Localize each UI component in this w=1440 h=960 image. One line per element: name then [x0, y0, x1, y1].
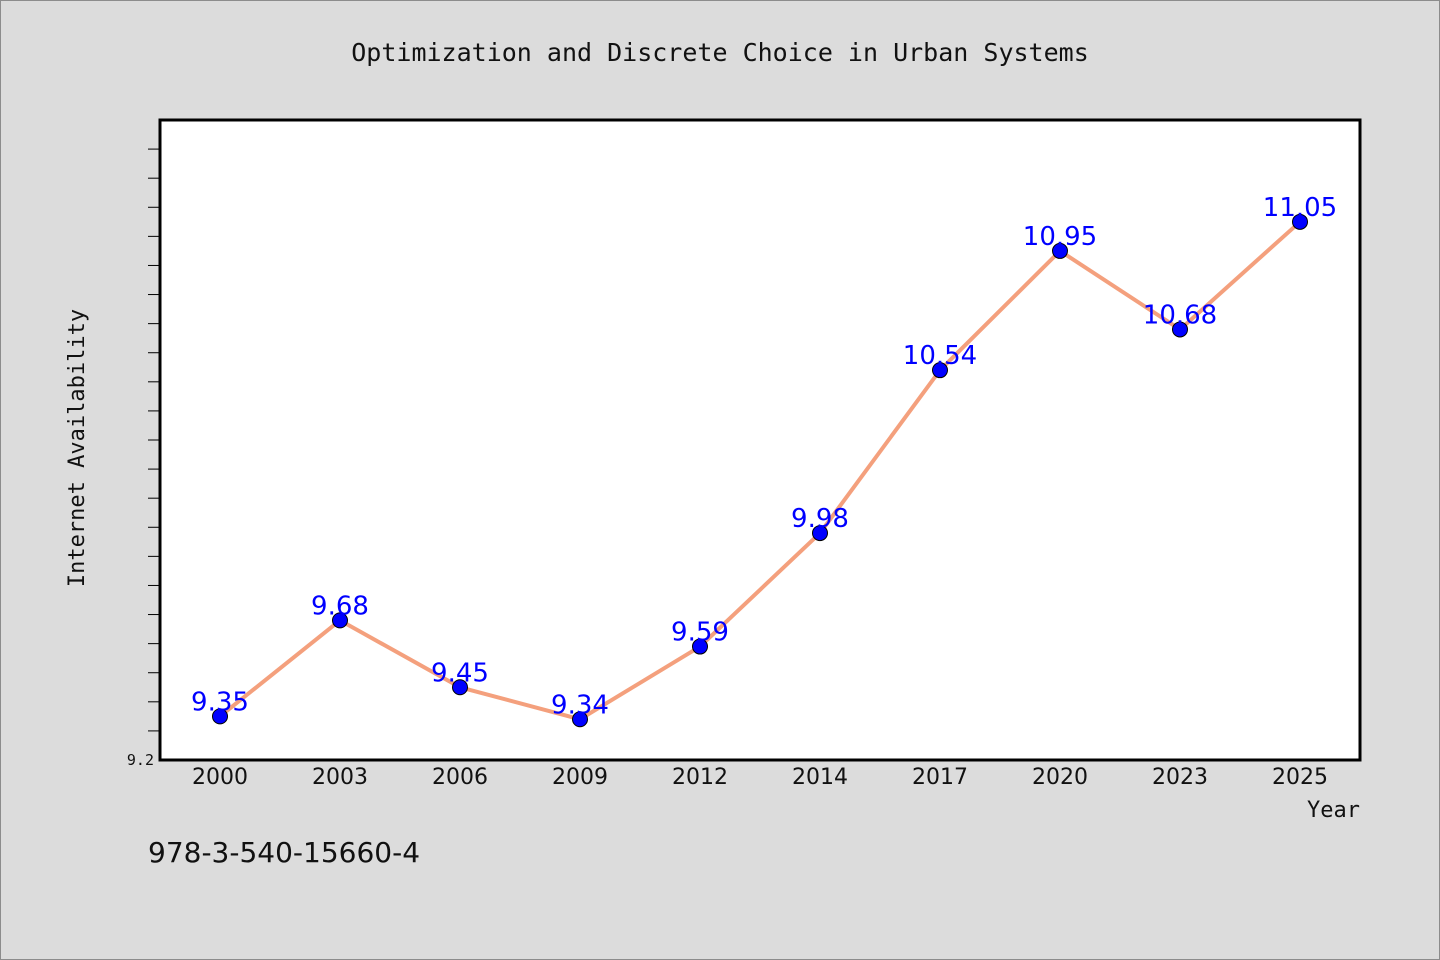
series-markers — [212, 213, 1308, 728]
data-point-marker — [452, 679, 468, 696]
data-point-marker — [572, 711, 588, 728]
data-label: 9.59 — [671, 618, 729, 648]
x-tick-label: 2023 — [1152, 765, 1208, 790]
data-point-marker — [692, 638, 708, 655]
data-label: 9.34 — [551, 690, 609, 720]
data-label: 9.35 — [191, 687, 249, 717]
y-axis-label: Internet Availability — [65, 309, 90, 587]
x-tick-label: 2003 — [312, 765, 368, 790]
y-axis-ticks: 9.2 — [127, 148, 160, 769]
data-point-marker — [1292, 213, 1308, 230]
x-tick-label: 2014 — [792, 765, 848, 790]
data-label: 9.98 — [791, 504, 849, 534]
y-tick-label: 9.2 — [127, 751, 154, 769]
data-label: 10.68 — [1143, 300, 1217, 330]
x-tick-label: 2025 — [1272, 765, 1328, 790]
series-line — [218, 220, 1302, 722]
data-point-marker — [812, 525, 828, 542]
x-tick-label: 2000 — [192, 765, 248, 790]
data-label: 10.54 — [903, 341, 977, 371]
data-label: 10.95 — [1023, 222, 1097, 252]
data-labels: 9.35 9.68 9.45 9.34 9.59 9.98 10.54 10.95 10.68 1… — [191, 193, 1337, 720]
data-point-marker — [1172, 321, 1188, 338]
x-tick-label: 2006 — [432, 765, 488, 790]
data-label: 9.68 — [311, 591, 369, 621]
data-point-marker — [932, 362, 948, 379]
chart-title: Optimization and Discrete Choice in Urba… — [351, 38, 1089, 67]
data-point-marker — [332, 612, 348, 629]
x-tick-label: 2012 — [672, 765, 728, 790]
x-tick-label: 2009 — [552, 765, 608, 790]
data-point-marker — [212, 708, 228, 725]
x-axis-label: Year — [1307, 798, 1360, 823]
plot-area — [158, 118, 1362, 762]
x-tick-label: 2017 — [912, 765, 968, 790]
x-axis-ticks: 2000 2003 2006 2009 2012 2014 2017 2020 2023 2025 — [192, 765, 1328, 790]
isbn-text: 978-3-540-15660-4 — [148, 836, 420, 869]
data-label: 9.45 — [431, 658, 489, 688]
x-tick-label: 2020 — [1032, 765, 1088, 790]
data-label: 11.05 — [1263, 193, 1337, 223]
data-point-marker — [1052, 242, 1068, 259]
